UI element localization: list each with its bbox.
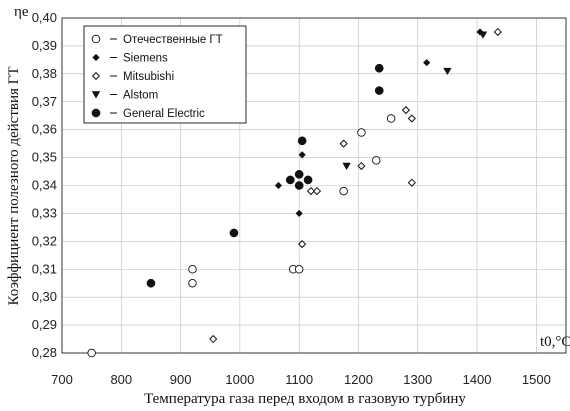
x-tick-label: 1000 xyxy=(225,372,254,387)
data-point xyxy=(339,186,348,196)
x-unit-label: t0,°C xyxy=(540,334,570,350)
data-point xyxy=(372,156,381,165)
data-point xyxy=(294,265,304,274)
data-point xyxy=(297,136,307,146)
y-tick-labels: 0,28 0,29 0,30 0,31 0,32 0,33 0,34 0,35 0,36 0,37… xyxy=(32,10,57,360)
x-tick-labels: 700 800 900 1000 1100 1200 1300 1400 1500 xyxy=(51,372,551,387)
data-point xyxy=(386,114,396,123)
legend-label: Mitsubishi xyxy=(123,71,174,83)
data-point xyxy=(339,139,348,148)
y-tick-label: 0,40 xyxy=(32,10,57,25)
data-point xyxy=(423,59,431,67)
y-tick-label: 0,29 xyxy=(32,317,57,332)
x-axis-title: Температура газа перед входом в газовую … xyxy=(144,391,466,407)
legend-marker xyxy=(91,71,101,81)
data-point xyxy=(303,175,313,185)
y-tick-label: 0,39 xyxy=(32,38,57,53)
data-point xyxy=(478,31,488,39)
data-point xyxy=(209,334,218,344)
plot-frame xyxy=(61,17,567,354)
legend: Отечественные ГТ Siemens Mitsubishi Alstom G… xyxy=(83,25,247,124)
data-point xyxy=(401,106,411,115)
legend-box xyxy=(83,25,247,124)
data-point xyxy=(295,209,303,218)
data-point xyxy=(312,186,322,196)
y-tick-label: 0,38 xyxy=(32,66,57,81)
data-point xyxy=(294,181,304,190)
x-tick-label: 700 xyxy=(51,372,73,387)
data-point xyxy=(146,278,156,288)
y-tick-label: 0,32 xyxy=(32,233,57,248)
y-symbol-label: ηe xyxy=(14,4,29,20)
legend-label: Отечественные ГТ xyxy=(123,34,223,46)
y-tick-label: 0,37 xyxy=(32,94,57,109)
y-tick-label: 0,36 xyxy=(32,122,57,137)
data-point xyxy=(342,162,351,170)
data-point xyxy=(274,181,283,190)
legend-marker xyxy=(91,34,101,44)
y-tick-label: 0,34 xyxy=(32,178,57,193)
legend-marker xyxy=(92,53,100,62)
plot-border xyxy=(61,17,567,354)
y-tick-label: 0,30 xyxy=(32,289,57,304)
x-tick-label: 1300 xyxy=(403,372,432,387)
legend-marker xyxy=(91,91,101,99)
data-points xyxy=(87,27,502,358)
data-point xyxy=(374,63,384,73)
y-tick-label: 0,33 xyxy=(32,205,57,220)
data-point xyxy=(229,228,239,238)
y-tick-label: 0,28 xyxy=(32,345,57,360)
data-point xyxy=(306,186,316,196)
data-point xyxy=(407,178,416,187)
x-tick-label: 1500 xyxy=(522,372,551,387)
legend-marker xyxy=(91,108,101,118)
data-point xyxy=(188,278,197,288)
data-point xyxy=(493,27,502,37)
data-point xyxy=(298,151,306,159)
x-tick-label: 1400 xyxy=(463,372,492,387)
data-point xyxy=(188,265,197,274)
legend-label: Alstom xyxy=(123,90,158,102)
y-axis-title: Коэффициент полезного действия ГТ xyxy=(6,67,22,306)
data-point xyxy=(285,175,295,185)
x-tick-label: 900 xyxy=(170,372,192,387)
y-tick-label: 0,31 xyxy=(32,261,57,276)
data-point xyxy=(298,240,307,249)
legend-label: Siemens xyxy=(123,53,168,65)
data-point xyxy=(294,169,304,179)
x-tick-label: 800 xyxy=(110,372,132,387)
data-point xyxy=(443,67,452,76)
y-tick-label: 0,35 xyxy=(32,150,57,165)
data-point xyxy=(87,348,96,358)
data-point xyxy=(374,86,384,95)
data-point xyxy=(357,128,366,137)
x-tick-label: 1200 xyxy=(344,372,373,387)
x-tick-label: 1100 xyxy=(285,372,313,387)
data-point xyxy=(357,161,366,171)
data-point xyxy=(407,114,416,123)
legend-label: General Electric xyxy=(123,108,205,120)
